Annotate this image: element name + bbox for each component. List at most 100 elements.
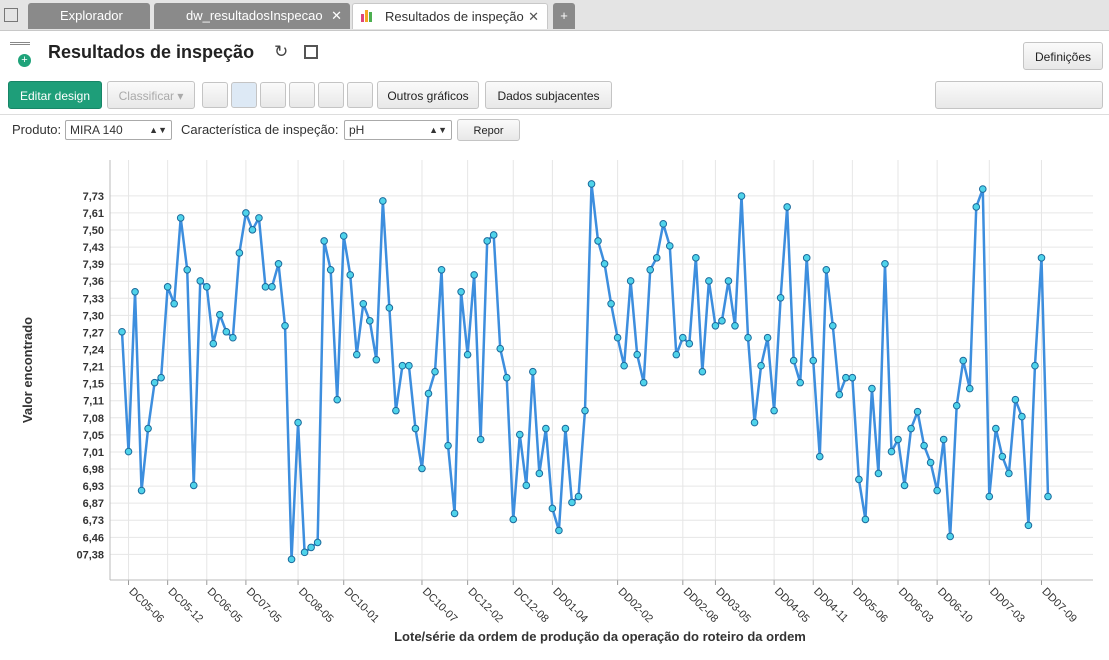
point (333, 395, 341, 404)
sort[interactable]: Classificar ▾ (107, 81, 195, 109)
x-tick-label: DD05-06 (850, 586, 890, 626)
point (515, 430, 524, 439)
share-group[interactable] (935, 81, 1103, 109)
tab[interactable]: Resultados de inspeção ✕ (352, 3, 548, 29)
y-tick-label: 6,73 (83, 515, 104, 527)
point (294, 418, 302, 427)
point (444, 441, 452, 450)
y-tick-label: 7,08 (83, 413, 104, 425)
point (398, 361, 407, 370)
settings-button[interactable]: Definições (1023, 42, 1103, 70)
point (1044, 492, 1052, 501)
restore-icon[interactable] (4, 8, 18, 22)
y-tick-label: 7,61 (83, 208, 104, 220)
menu-icon[interactable] (10, 42, 30, 69)
y-tick-label: 6,98 (83, 464, 104, 476)
point (483, 237, 491, 245)
y-tick-label: 7,73 (83, 191, 104, 203)
y-tick-label: 6,93 (83, 481, 104, 493)
y-tick-label: 7,21 (83, 362, 104, 374)
point (822, 265, 831, 274)
point (881, 260, 889, 268)
point (587, 180, 596, 188)
y-tick-label: 7,15 (83, 379, 104, 391)
product-select[interactable]: MIRA 140 ▲▼ (65, 120, 172, 140)
x-tick-label: DC06-05 (205, 586, 245, 626)
scatter-button[interactable] (347, 82, 373, 108)
point (222, 327, 231, 336)
point (685, 339, 694, 348)
point (711, 321, 720, 330)
product-label: Produto: (12, 122, 62, 137)
point (548, 504, 557, 513)
pie-button[interactable] (202, 82, 228, 108)
point (424, 389, 433, 398)
refresh[interactable]: ↻ (274, 42, 289, 61)
x-axis-title: Lote/série da ordem de produção da opera… (394, 629, 806, 644)
y-tick-label: 7,43 (83, 242, 104, 254)
point (1031, 361, 1039, 370)
point (1024, 521, 1033, 530)
point (144, 424, 152, 433)
point (307, 543, 315, 552)
y-tick-label: 7,33 (83, 293, 104, 305)
underlying-data[interactable]: Dados subjacentes (485, 81, 612, 109)
x-tick-label: DD02-02 (615, 586, 655, 626)
point (300, 548, 309, 557)
close[interactable]: ✕ (528, 9, 539, 24)
chart: 07,38 6,46 6,73 6,87 6,93 6,98 7,01 7,05 7,08 7,1… (20, 160, 1093, 644)
point (783, 203, 791, 211)
point (874, 469, 883, 478)
point (933, 486, 941, 495)
other-charts[interactable]: Outros gráficos (377, 81, 479, 109)
x-tick-label: DC12-08 (511, 586, 551, 626)
x-tick-label: DC05-06 (126, 586, 166, 626)
stack-button[interactable] (289, 82, 315, 108)
bar-button[interactable] (260, 82, 286, 108)
x-tick-label: DD04-11 (811, 586, 850, 625)
point (789, 356, 798, 365)
point (326, 265, 335, 274)
point (731, 321, 739, 330)
close[interactable]: ✕ (331, 8, 342, 23)
tab[interactable]: Explorador (28, 3, 150, 29)
point (659, 220, 668, 228)
point (679, 333, 687, 342)
heat-button[interactable] (318, 82, 344, 108)
point (209, 339, 218, 348)
point (613, 333, 622, 342)
point (776, 293, 785, 302)
point (809, 356, 818, 365)
y-tick-label: 07,38 (76, 549, 104, 561)
edit-design[interactable]: Editar design (8, 81, 102, 109)
reset-button[interactable]: Repor (457, 119, 520, 141)
point (920, 441, 928, 450)
characteristic-value: pH (349, 123, 365, 137)
x-tick-label: DD04-05 (772, 586, 812, 626)
point (176, 214, 185, 222)
new-tab[interactable]: + (553, 3, 575, 29)
x-tick-label: DC10-07 (420, 586, 460, 626)
tab[interactable]: dw_resultadosInspecao ✕ (154, 3, 350, 29)
x-tick-label: DD01-04 (550, 586, 590, 626)
y-tick-label: 6,46 (83, 532, 104, 544)
point (718, 317, 726, 325)
point (535, 469, 544, 478)
point (163, 283, 172, 291)
point (411, 424, 420, 433)
save[interactable] (304, 45, 318, 59)
point (281, 321, 289, 330)
characteristic-select[interactable]: pH ▲▼ (344, 120, 452, 140)
point (861, 515, 870, 524)
point (894, 435, 902, 444)
point (652, 254, 661, 262)
page-title: Resultados de inspeção (48, 42, 255, 62)
line-button[interactable] (231, 82, 257, 108)
point (124, 447, 133, 456)
point (1011, 395, 1020, 404)
point (470, 271, 478, 279)
point (242, 209, 250, 217)
point (150, 378, 159, 387)
point (457, 288, 465, 296)
x-tick-label: DD06-10 (935, 586, 975, 626)
